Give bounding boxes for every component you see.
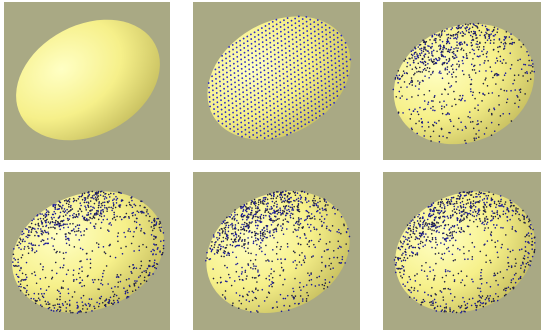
page: {} html, body { margin: 0; padding: 0; b… — [0, 0, 544, 333]
image-grid — [0, 0, 544, 333]
body: (() => { JSON.parse(document.getElementB… — [0, 0, 544, 333]
